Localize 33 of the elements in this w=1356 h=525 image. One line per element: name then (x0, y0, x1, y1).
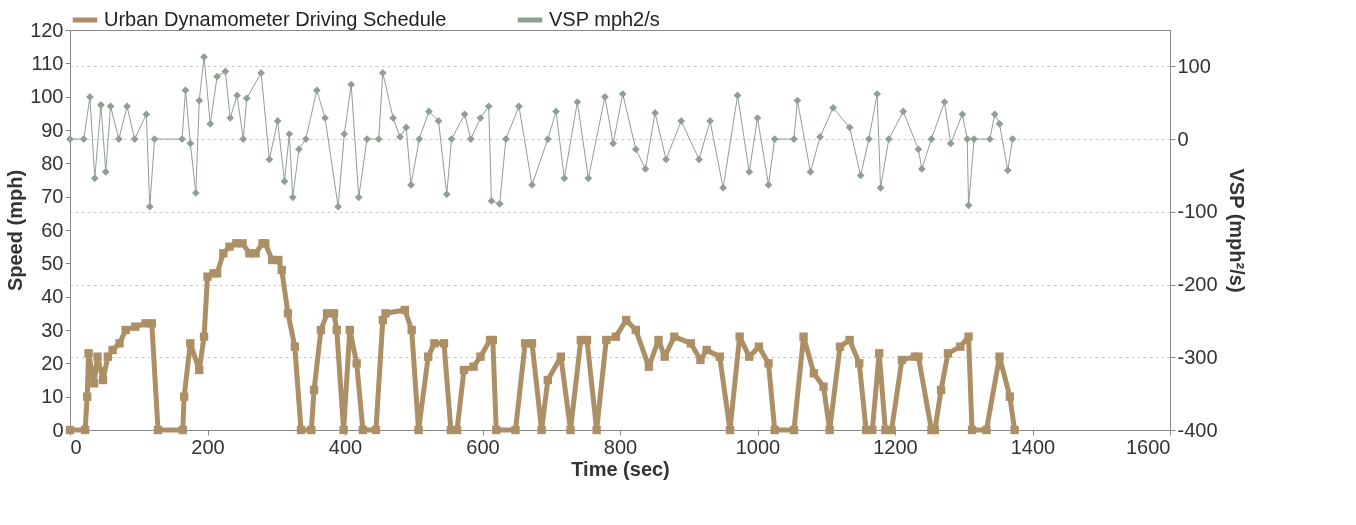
x-tick-label: 1600 (1126, 435, 1171, 458)
y-tick-label: 80 (41, 151, 64, 174)
x-tick-label: 1200 (873, 435, 918, 458)
y-tick-label: 30 (41, 318, 64, 341)
y2-tick-label: -400 (1177, 418, 1218, 441)
legend-label: VSP mph2/s (549, 8, 660, 30)
y-tick-label: 120 (30, 18, 64, 41)
y-tick-label: 0 (52, 418, 64, 441)
y-tick-label: 90 (41, 118, 64, 141)
x-tick-label: 1400 (1010, 435, 1056, 458)
legend-label: Urban Dynamometer Driving Schedule (104, 8, 447, 30)
y-tick-label: 10 (41, 385, 64, 408)
y-tick-label: 60 (41, 218, 64, 241)
y-tick-label: 100 (30, 85, 64, 108)
y-tick-label: 50 (41, 251, 64, 274)
x-axis-title: Time (sec) (571, 457, 670, 480)
x-tick-label: 1000 (735, 435, 781, 458)
y2-tick-label: 0 (1177, 127, 1189, 150)
x-tick-label: 400 (328, 435, 363, 458)
y2-axis-title: VSP (mph²/s) (1225, 168, 1248, 293)
y-axis-title: Speed (mph) (4, 169, 27, 292)
y-tick-label: 70 (41, 185, 64, 208)
y2-tick-label: -100 (1177, 200, 1218, 223)
x-tick-label: 0 (70, 435, 82, 458)
y2-tick-label: -300 (1177, 345, 1218, 368)
x-tick-label: 800 (603, 435, 638, 458)
y-tick-label: 110 (31, 51, 64, 74)
y-tick-label: 40 (41, 285, 64, 308)
x-tick-label: 600 (466, 435, 500, 458)
y-tick-label: 20 (41, 351, 64, 374)
y2-tick-label: 100 (1177, 54, 1211, 77)
x-tick-label: 200 (191, 435, 225, 458)
y2-tick-label: -200 (1177, 273, 1218, 296)
